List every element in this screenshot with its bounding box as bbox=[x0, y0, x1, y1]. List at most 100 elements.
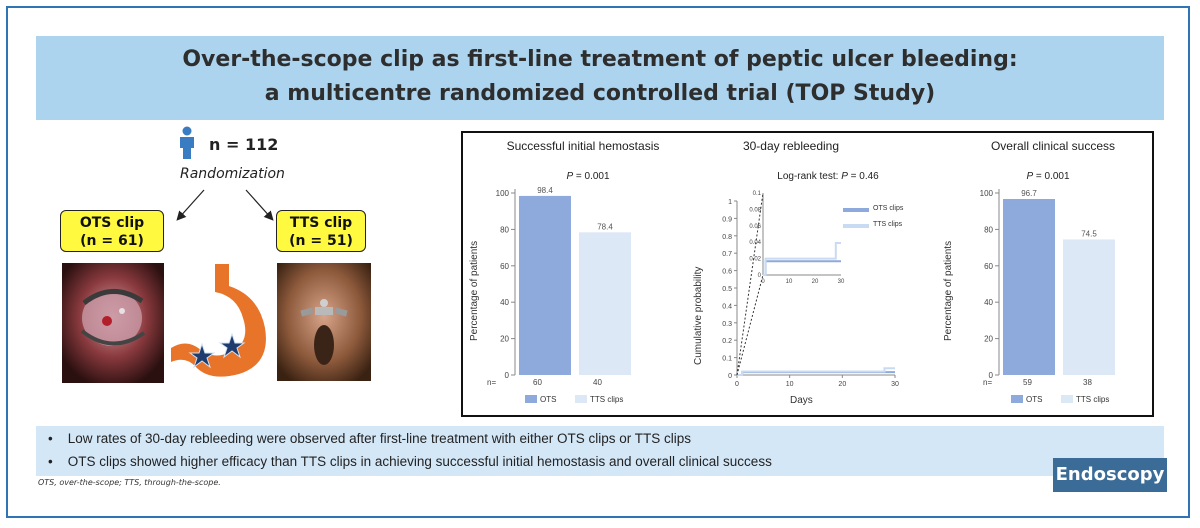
chart2-title: 30-day rebleeding bbox=[742, 139, 840, 153]
chart3-ytick-label: 40 bbox=[984, 298, 993, 307]
chart1-legend-swatch-tts bbox=[575, 395, 587, 403]
chart2-ytick-label: 0.6 bbox=[722, 269, 732, 276]
chart2-xtick-label: 30 bbox=[891, 381, 899, 388]
chart3-ylabel: Percentage of patients bbox=[943, 240, 954, 341]
chart3-legend-swatch-ots bbox=[1011, 395, 1023, 403]
tts-group-box: TTS clip (n = 51) bbox=[276, 210, 366, 252]
chart3-title: Overall clinical success bbox=[990, 139, 1116, 153]
chart2-ytick-label: 0.3 bbox=[722, 321, 732, 328]
chart3-value-label: 74.5 bbox=[1081, 229, 1097, 238]
ots-group-name: OTS clip bbox=[79, 215, 145, 231]
bullet-dot-icon: • bbox=[48, 454, 53, 469]
chart2-pvalue: Log-rank test: P = 0.46 bbox=[777, 171, 879, 182]
ots-group-box: OTS clip (n = 61) bbox=[60, 210, 164, 252]
stomach-illustration bbox=[171, 264, 266, 377]
chart1-ytick-label: 0 bbox=[505, 371, 510, 380]
chart2-inset-xtick-label: 20 bbox=[812, 279, 819, 285]
title-banner: Over-the-scope clip as first-line treatm… bbox=[36, 36, 1164, 120]
chart3-ytick-label: 80 bbox=[984, 225, 993, 234]
chart3-value-label: 96.7 bbox=[1021, 189, 1037, 198]
chart1-ytick-label: 40 bbox=[500, 298, 509, 307]
chart2-inset-series-tts bbox=[763, 242, 841, 276]
total-n: n = 112 bbox=[209, 135, 279, 154]
chart1-ytick-label: 20 bbox=[500, 335, 509, 344]
bullet-dot-icon: • bbox=[48, 431, 53, 446]
person-icon bbox=[180, 126, 194, 159]
chart3-n-tts: 38 bbox=[1083, 378, 1092, 387]
key-findings: • Low rates of 30-day rebleeding were ob… bbox=[36, 426, 1164, 476]
chart1-ytick-label: 60 bbox=[500, 262, 509, 271]
randomization-arrows bbox=[176, 189, 274, 221]
results-chart-panel: Successful initial hemostasis P = 0.001 … bbox=[461, 131, 1154, 417]
chart2-inset-ytick-label: 0 bbox=[758, 273, 762, 279]
chart3-ytick-label: 100 bbox=[980, 189, 994, 198]
chart1-n-prefix: n= bbox=[487, 378, 497, 387]
title-line-1: Over-the-scope clip as first-line treatm… bbox=[182, 47, 1018, 72]
chart2-ytick-label: 0.8 bbox=[722, 234, 732, 241]
ulcer-star-icon bbox=[218, 332, 246, 359]
chart2-xtick-label: 0 bbox=[735, 381, 739, 388]
finding-2: • OTS clips showed higher efficacy than … bbox=[48, 454, 772, 469]
chart2-inset-xtick-label: 0 bbox=[761, 279, 765, 285]
chart1-n-tts: 40 bbox=[593, 378, 602, 387]
chart2-ytick-label: 0 bbox=[728, 373, 732, 380]
chart2-inset-xtick-label: 10 bbox=[786, 279, 793, 285]
chart1-value-label: 98.4 bbox=[537, 186, 553, 195]
tts-group-name: TTS clip bbox=[289, 215, 353, 231]
chart2-ytick-label: 0.1 bbox=[722, 356, 732, 363]
chart2-xlabel: Days bbox=[790, 395, 813, 406]
chart2-svg: 00.10.20.30.40.50.60.70.80.910 10 20 3000.0… bbox=[722, 191, 899, 388]
chart2-legend-tts: TTS clips bbox=[873, 221, 903, 228]
chart3-n-prefix: n= bbox=[983, 378, 993, 387]
chart2-inset-ytick-label: 0.1 bbox=[753, 191, 762, 197]
chart2-series-tts bbox=[737, 367, 895, 376]
randomization-label: Randomization bbox=[180, 166, 285, 182]
finding-1: • Low rates of 30-day rebleeding were ob… bbox=[48, 431, 692, 446]
chart3-ytick-label: 20 bbox=[984, 335, 993, 344]
journal-logo: Endoscopy bbox=[1053, 458, 1167, 492]
chart2-ytick-label: 0.5 bbox=[722, 286, 732, 293]
chart2-ytick-label: 1 bbox=[728, 199, 732, 206]
chart2-xtick-label: 10 bbox=[786, 381, 794, 388]
chart2-ylabel: Cumulative probability bbox=[693, 266, 704, 365]
ots-group-n: (n = 61) bbox=[80, 233, 144, 249]
chart2-ytick-label: 0.2 bbox=[722, 338, 732, 345]
chart1-pvalue: P = 0.001 bbox=[566, 171, 610, 182]
chart2-legend-swatch-ots bbox=[843, 208, 869, 212]
chart3-bar-ots bbox=[1003, 199, 1055, 375]
chart1-ytick-label: 100 bbox=[496, 189, 510, 198]
chart1-value-label: 78.4 bbox=[597, 222, 613, 231]
chart1-ylabel: Percentage of patients bbox=[469, 240, 480, 341]
title-line-2: a multicentre randomized controlled tria… bbox=[264, 81, 936, 106]
chart3-ytick-label: 0 bbox=[989, 371, 994, 380]
chart2-inset-xtick-label: 30 bbox=[838, 279, 845, 285]
chart3-legend-swatch-tts bbox=[1061, 395, 1073, 403]
chart1-legend-ots: OTS bbox=[540, 395, 557, 404]
chart3-pvalue: P = 0.001 bbox=[1026, 171, 1070, 182]
chart2-inset-ytick-label: 0.02 bbox=[749, 257, 761, 263]
chart3-n-ots: 59 bbox=[1023, 378, 1032, 387]
chart1-ytick-label: 80 bbox=[500, 225, 509, 234]
chart3-ytick-label: 60 bbox=[984, 262, 993, 271]
chart3-bar-tts bbox=[1063, 239, 1115, 375]
tts-endoscopy-image bbox=[277, 263, 371, 381]
footnote: OTS, over-the-scope; TTS, through-the-sc… bbox=[38, 478, 221, 487]
chart2-inset-ytick-label: 0.06 bbox=[749, 224, 761, 230]
chart2-legend-ots: OTS clips bbox=[873, 205, 904, 212]
chart2-inset-ytick-label: 0.08 bbox=[749, 207, 761, 213]
chart1-svg: 0 20 40 60 80 100 98.4 78.4 bbox=[496, 186, 631, 380]
ulcer-star-icon bbox=[188, 342, 216, 369]
chart2-ytick-label: 0.9 bbox=[722, 216, 732, 223]
page-frame bbox=[6, 6, 1190, 518]
chart1-bar-ots bbox=[519, 195, 571, 375]
ots-endoscopy-image bbox=[62, 263, 164, 383]
chart1-n-ots: 60 bbox=[533, 378, 542, 387]
chart2-xtick-label: 20 bbox=[838, 381, 846, 388]
chart2-ytick-label: 0.7 bbox=[722, 251, 732, 258]
chart3-svg: 0 20 40 60 80 100 96.7 74.5 bbox=[980, 189, 1115, 380]
chart2-zoom-guide bbox=[736, 274, 764, 376]
chart2-zoom-guide bbox=[736, 192, 764, 376]
tts-group-n: (n = 51) bbox=[289, 233, 353, 249]
chart3-legend-tts: TTS clips bbox=[1076, 395, 1110, 404]
chart1-legend-tts: TTS clips bbox=[590, 395, 624, 404]
